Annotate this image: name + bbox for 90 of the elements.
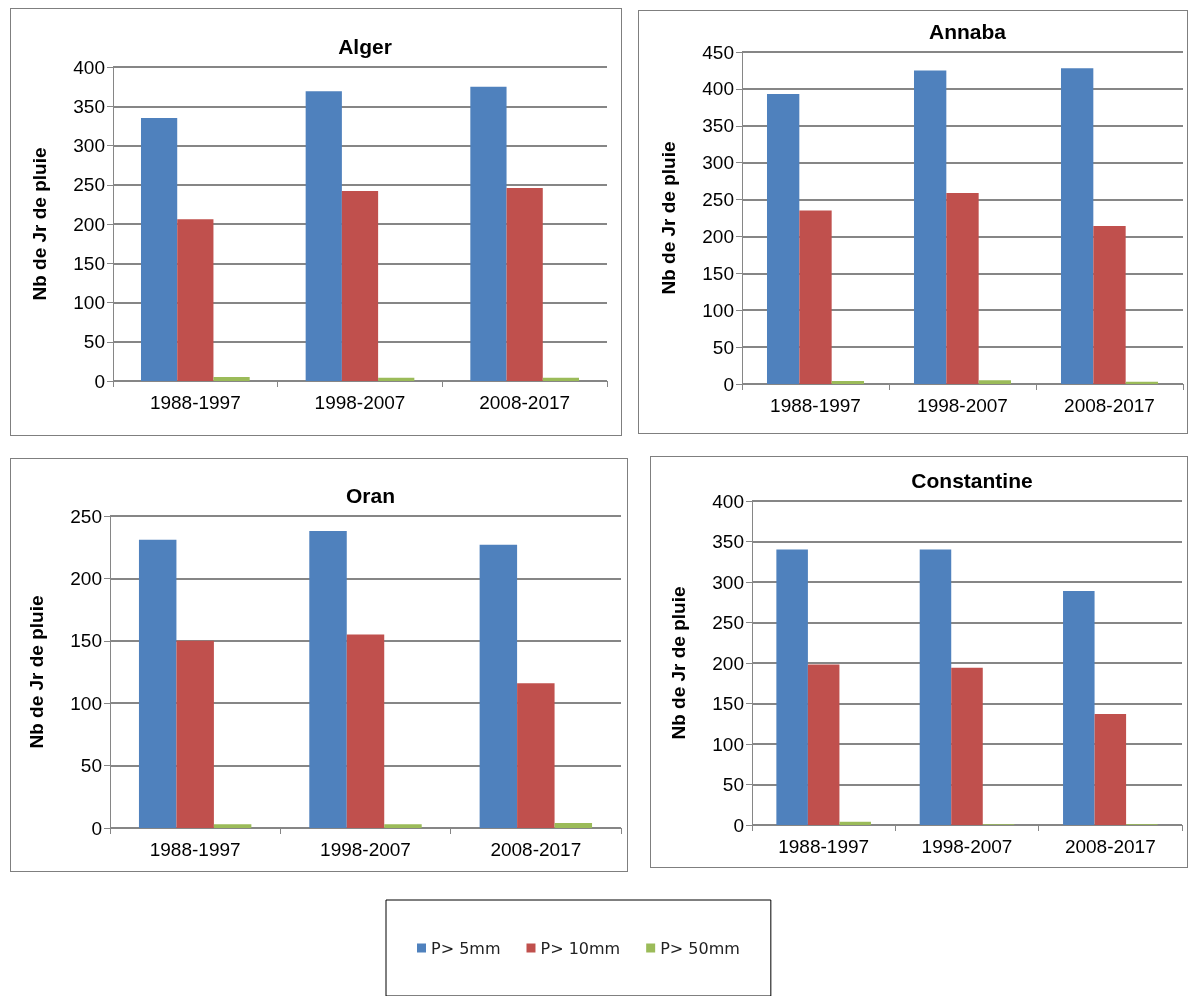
y-tick-label: 250 [70,505,102,527]
y-tick-label: 50 [83,331,105,353]
y-tick-label: 150 [73,252,105,274]
y-tick-label: 250 [73,174,105,196]
bar [807,664,840,825]
x-tick-label: 2008-2017 [479,392,571,413]
y-tick-label: 350 [73,95,105,117]
bar [1060,68,1094,384]
bar [776,549,808,825]
bar [506,187,543,381]
y-tick-label: 300 [702,152,734,174]
y-tick-label: 350 [702,115,734,137]
y-axis-title: Nb de Jr de pluie [29,147,50,301]
y-tick-label: 150 [712,693,744,714]
chart-title: Oran [345,484,396,507]
y-axis-title: Nb de Jr de pluie [26,595,47,749]
x-tick-label: 1998-2007 [917,395,1008,416]
chart-title: Alger [338,35,392,58]
y-axis-title: Nb de Jr de pluie [658,141,679,295]
legend-label: P> 10mm [540,938,621,958]
bar [346,634,385,828]
x-tick-label: 1998-2007 [921,836,1013,857]
bar [309,530,347,828]
y-tick-label: 100 [73,292,105,313]
bar [384,824,422,828]
bar [919,549,952,825]
y-tick-label: 400 [73,56,105,78]
y-tick-label: 100 [702,299,734,321]
bar [951,667,983,825]
bar [913,70,947,384]
y-tick-label: 250 [712,612,744,633]
x-tick-label: 1988-1997 [770,395,861,416]
bar [177,219,214,381]
x-tick-label: 2008-2017 [1064,836,1156,857]
legend-label: P> 50mm [660,938,740,958]
y-tick-label: 400 [712,490,744,512]
bar [138,539,177,828]
y-tick-label: 450 [702,41,734,63]
bar [1094,714,1127,825]
y-tick-label: 0 [733,814,744,836]
y-tick-label: 250 [702,189,734,211]
bar [554,823,593,828]
bar [542,377,580,381]
bar [341,191,379,381]
bar [766,94,800,384]
y-tick-label: 400 [702,78,734,100]
x-tick-label: 1988-1997 [149,392,241,413]
bar [470,86,507,381]
y-tick-label: 100 [712,733,744,755]
x-tick-label: 1998-2007 [320,839,411,860]
y-tick-label: 200 [712,652,744,674]
bar [213,824,252,828]
x-tick-label: 1988-1997 [149,839,241,860]
bar [1063,590,1095,825]
y-tick-label: 200 [702,225,734,247]
x-tick-label: 2008-2017 [1064,395,1155,416]
bar [946,192,979,384]
bar [378,377,415,381]
y-tick-label: 0 [94,370,105,392]
y-tick-label: 200 [73,213,105,235]
y-tick-label: 150 [702,262,734,284]
bar [140,118,178,381]
x-tick-label: 1998-2007 [314,392,406,413]
y-tick-label: 50 [712,336,734,358]
y-tick-label: 0 [723,373,734,395]
bar [831,381,865,384]
y-tick-label: 300 [73,135,105,156]
legend-label: P> 5mm [431,938,501,958]
y-tick-label: 50 [80,755,102,777]
y-tick-label: 300 [712,571,744,593]
bar [517,683,555,828]
bar [839,821,871,825]
chart-title: Constantine [911,469,1033,492]
chart-title: Annaba [928,20,1007,43]
bar [978,380,1012,384]
y-tick-label: 100 [70,692,102,714]
y-tick-label: 200 [70,567,102,589]
bar [176,640,214,828]
y-tick-label: 0 [91,817,102,839]
y-tick-label: 150 [70,630,102,652]
y-tick-label: 350 [712,531,744,552]
bar [305,91,342,381]
y-tick-label: 50 [722,774,744,795]
x-tick-label: 1988-1997 [778,836,870,857]
bar [1093,226,1126,384]
bar [799,210,832,384]
x-tick-label: 2008-2017 [490,839,582,860]
bar [479,544,518,828]
y-axis-title: Nb de Jr de pluie [668,586,689,740]
bar [213,377,250,381]
